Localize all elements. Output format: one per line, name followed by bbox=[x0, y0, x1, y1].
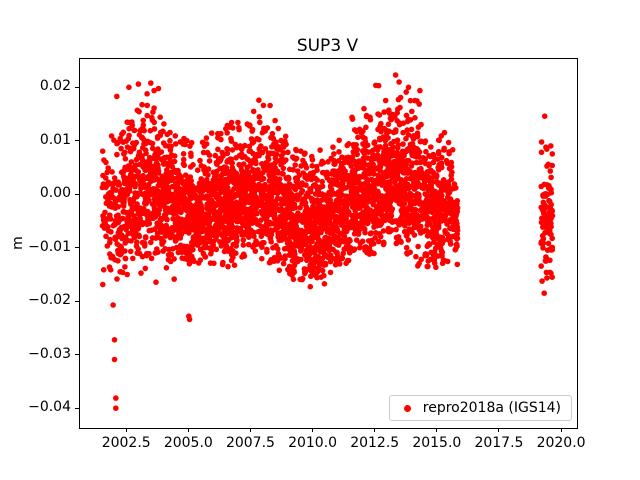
y-tick-mark bbox=[75, 140, 79, 142]
x-tick-label: 2012.5 bbox=[350, 435, 400, 451]
chart-title: SUP3 V bbox=[296, 36, 359, 56]
legend-label: repro2018a (IGS14) bbox=[422, 400, 561, 416]
x-tick-label: 2020.0 bbox=[536, 435, 586, 451]
scatter-points-group bbox=[99, 72, 556, 412]
x-tick-label: 2007.5 bbox=[225, 435, 275, 451]
x-tick-mark bbox=[187, 428, 189, 432]
x-tick-label: 2010.0 bbox=[288, 435, 338, 451]
scatter-points bbox=[99, 72, 556, 412]
legend-marker-dot bbox=[403, 404, 411, 412]
y-tick-mark bbox=[75, 247, 79, 249]
x-tick-mark bbox=[312, 428, 314, 432]
x-tick-mark bbox=[436, 428, 438, 432]
y-tick-label: 0.00 bbox=[39, 185, 71, 202]
y-tick-label: 0.02 bbox=[39, 78, 71, 95]
y-tick-mark bbox=[75, 407, 79, 409]
x-tick-mark bbox=[374, 428, 376, 432]
x-tick-label: 2002.5 bbox=[101, 435, 151, 451]
legend: repro2018a (IGS14) bbox=[388, 395, 572, 421]
x-tick-mark bbox=[560, 428, 562, 432]
y-tick-mark bbox=[75, 354, 79, 356]
plot-area: repro2018a (IGS14) bbox=[79, 58, 578, 429]
y-tick-mark bbox=[75, 300, 79, 302]
x-tick-mark bbox=[249, 428, 251, 432]
x-tick-mark bbox=[125, 428, 127, 432]
y-tick-label: 0.01 bbox=[39, 131, 71, 148]
x-tick-label: 2015.0 bbox=[412, 435, 462, 451]
x-tick-label: 2005.0 bbox=[163, 435, 213, 451]
y-tick-label: −0.01 bbox=[28, 238, 71, 255]
y-tick-label: −0.02 bbox=[28, 292, 71, 309]
y-tick-mark bbox=[75, 86, 79, 88]
y-tick-label: −0.03 bbox=[28, 345, 71, 362]
y-tick-label: −0.04 bbox=[28, 399, 71, 416]
y-tick-mark bbox=[75, 193, 79, 195]
x-tick-label: 2017.5 bbox=[474, 435, 524, 451]
x-tick-mark bbox=[498, 428, 500, 432]
